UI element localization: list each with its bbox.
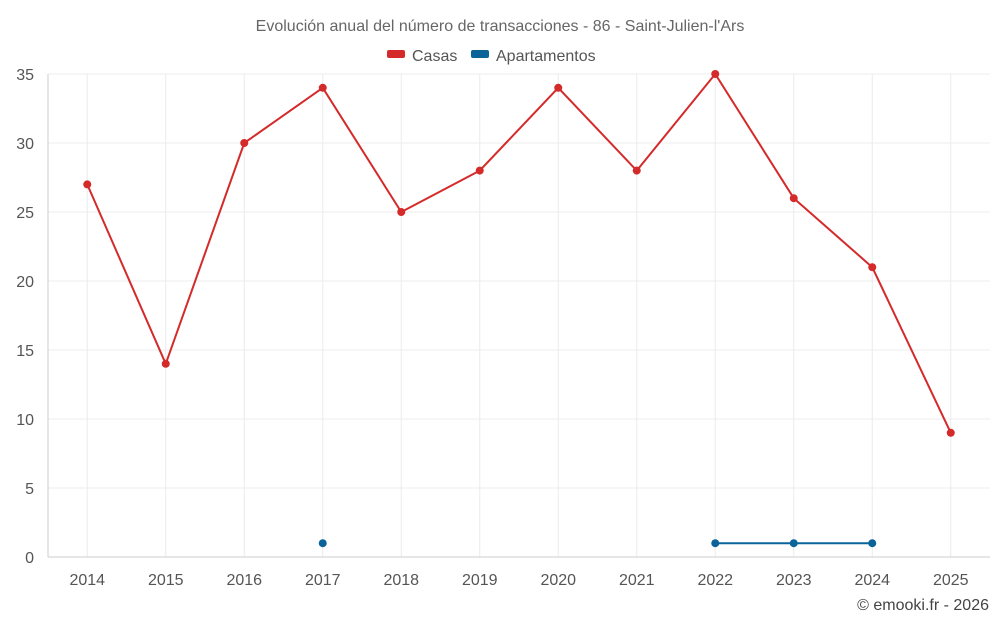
x-tick-label: 2025 xyxy=(933,572,969,589)
series-line-casas xyxy=(86,73,952,434)
y-tick-label: 5 xyxy=(25,481,34,498)
data-point-casas-2015[interactable] xyxy=(161,359,170,368)
data-point-casas-2023[interactable] xyxy=(789,194,798,203)
x-tick-label: 2016 xyxy=(226,572,262,589)
data-point-casas-2025[interactable] xyxy=(946,428,955,437)
y-tick-label: 10 xyxy=(16,412,34,429)
data-point-apartamentos-2024[interactable] xyxy=(868,539,877,548)
x-tick-label: 2014 xyxy=(69,572,105,589)
x-tick-label: 2024 xyxy=(854,572,890,589)
chart-title: Evolución anual del número de transaccio… xyxy=(256,18,745,35)
data-point-apartamentos-2023[interactable] xyxy=(789,539,798,548)
legend-item-apartamentos[interactable]: Apartamentos xyxy=(471,48,596,65)
credit-text: © emooki.fr - 2026 xyxy=(857,597,989,614)
y-tick-label: 35 xyxy=(16,67,34,84)
data-point-casas-2018[interactable] xyxy=(397,208,406,216)
x-tick-label: 2017 xyxy=(305,572,341,589)
y-tick-label: 0 xyxy=(25,550,34,567)
x-tick-label: 2021 xyxy=(619,572,655,589)
data-point-apartamentos-2017[interactable] xyxy=(318,539,327,548)
data-point-casas-2024[interactable] xyxy=(868,263,877,272)
x-tick-label: 2015 xyxy=(148,572,184,589)
data-point-casas-2022[interactable] xyxy=(711,70,720,78)
x-tick-label: 2022 xyxy=(697,572,733,589)
x-tick-label: 2019 xyxy=(462,572,498,589)
legend-label-casas: Casas xyxy=(412,48,457,65)
data-point-casas-2021[interactable] xyxy=(632,166,641,175)
data-point-casas-2019[interactable] xyxy=(475,166,484,175)
legend-swatch-casas xyxy=(387,50,405,58)
legend-item-casas[interactable]: Casas xyxy=(387,48,457,65)
x-tick-label: 2018 xyxy=(383,572,419,589)
x-tick-label: 2023 xyxy=(776,572,812,589)
plot-area xyxy=(83,70,955,548)
x-tick-label: 2020 xyxy=(540,572,576,589)
data-point-casas-2014[interactable] xyxy=(83,180,92,189)
data-point-casas-2020[interactable] xyxy=(554,83,563,92)
legend[interactable]: Casas Apartamentos xyxy=(387,48,596,65)
data-point-casas-2017[interactable] xyxy=(318,83,327,92)
y-tick-label: 15 xyxy=(16,343,34,360)
y-tick-label: 20 xyxy=(16,274,34,291)
y-tick-label: 25 xyxy=(16,205,34,222)
legend-swatch-apartamentos xyxy=(471,50,489,58)
series-casas xyxy=(83,70,955,437)
grid xyxy=(48,73,990,557)
data-point-apartamentos-2022[interactable] xyxy=(711,539,720,548)
y-tick-label: 30 xyxy=(16,136,34,153)
series-apartamentos xyxy=(318,539,877,548)
legend-label-apartamentos: Apartamentos xyxy=(496,48,596,65)
data-point-casas-2016[interactable] xyxy=(240,139,249,147)
